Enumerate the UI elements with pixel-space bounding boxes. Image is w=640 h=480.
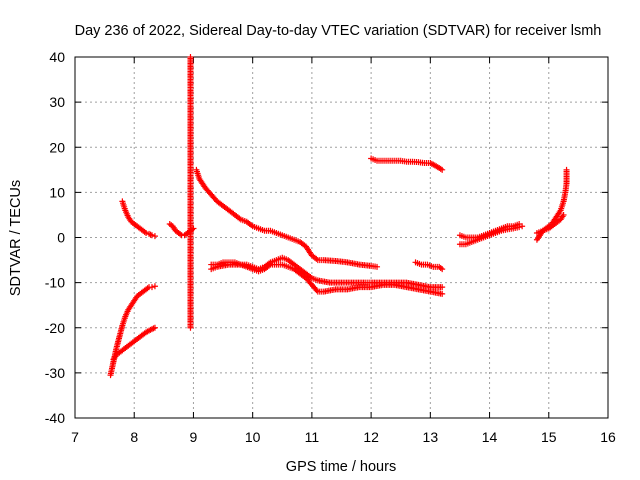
- series-arc-d: [193, 166, 381, 270]
- x-axis-label: GPS time / hours: [286, 459, 396, 475]
- data-point: [151, 233, 158, 240]
- x-tick-label: 9: [190, 429, 198, 445]
- x-tick-label: 13: [423, 429, 439, 445]
- y-tick-label: 0: [57, 230, 65, 246]
- data-point: [151, 324, 158, 331]
- y-tick-label: 20: [49, 139, 65, 155]
- x-tick-label: 7: [71, 429, 79, 445]
- y-tick-label: 30: [49, 94, 65, 110]
- x-tick-label: 15: [541, 429, 557, 445]
- y-tick-label: -30: [45, 365, 65, 381]
- x-tick-label: 10: [245, 429, 261, 445]
- data-point: [313, 287, 320, 294]
- data-point: [439, 266, 446, 273]
- data-point: [560, 211, 567, 218]
- y-tick-labels: -40 -30 -20 -10 0 10 20 30 40: [45, 49, 65, 426]
- data-point: [187, 324, 194, 331]
- y-axis-label: SDTVAR / TECUs: [8, 180, 24, 296]
- series-arc-i2: [456, 220, 523, 241]
- y-tick-label: 40: [49, 49, 65, 65]
- series-arc-a-lower2: [110, 324, 158, 363]
- x-tick-label: 11: [305, 429, 320, 445]
- data-point: [374, 263, 381, 270]
- data-point: [151, 283, 158, 290]
- chart-title: Day 236 of 2022, Sidereal Day-to-day VTE…: [75, 23, 602, 39]
- series-arc-g: [368, 155, 446, 173]
- x-tick-label: 14: [482, 429, 498, 445]
- series-outliers: [187, 54, 194, 331]
- y-tick-label: -10: [45, 275, 65, 291]
- data-point: [437, 264, 444, 271]
- series-arc-f: [208, 261, 446, 297]
- data-point: [516, 220, 523, 227]
- y-tick-label: -40: [45, 410, 65, 426]
- data-point: [148, 284, 155, 291]
- series-arc-j2: [533, 211, 567, 236]
- data-point: [143, 229, 150, 236]
- data-points: [107, 54, 570, 379]
- data-point: [563, 166, 570, 173]
- x-tick-label: 16: [600, 429, 616, 445]
- x-tick-label: 12: [363, 429, 379, 445]
- data-point: [148, 232, 155, 239]
- data-point: [439, 284, 446, 291]
- y-tick-label: -20: [45, 320, 65, 336]
- series-arc-h: [412, 259, 446, 273]
- data-point: [439, 290, 446, 297]
- x-tick-label: 8: [130, 429, 138, 445]
- data-point: [439, 166, 446, 173]
- x-tick-labels: 7 8 9 10 11 12 13 14 15 16: [71, 429, 616, 445]
- series-arc-b: [119, 198, 158, 240]
- y-tick-label: 10: [49, 184, 65, 200]
- axis-ticks: [74, 56, 609, 419]
